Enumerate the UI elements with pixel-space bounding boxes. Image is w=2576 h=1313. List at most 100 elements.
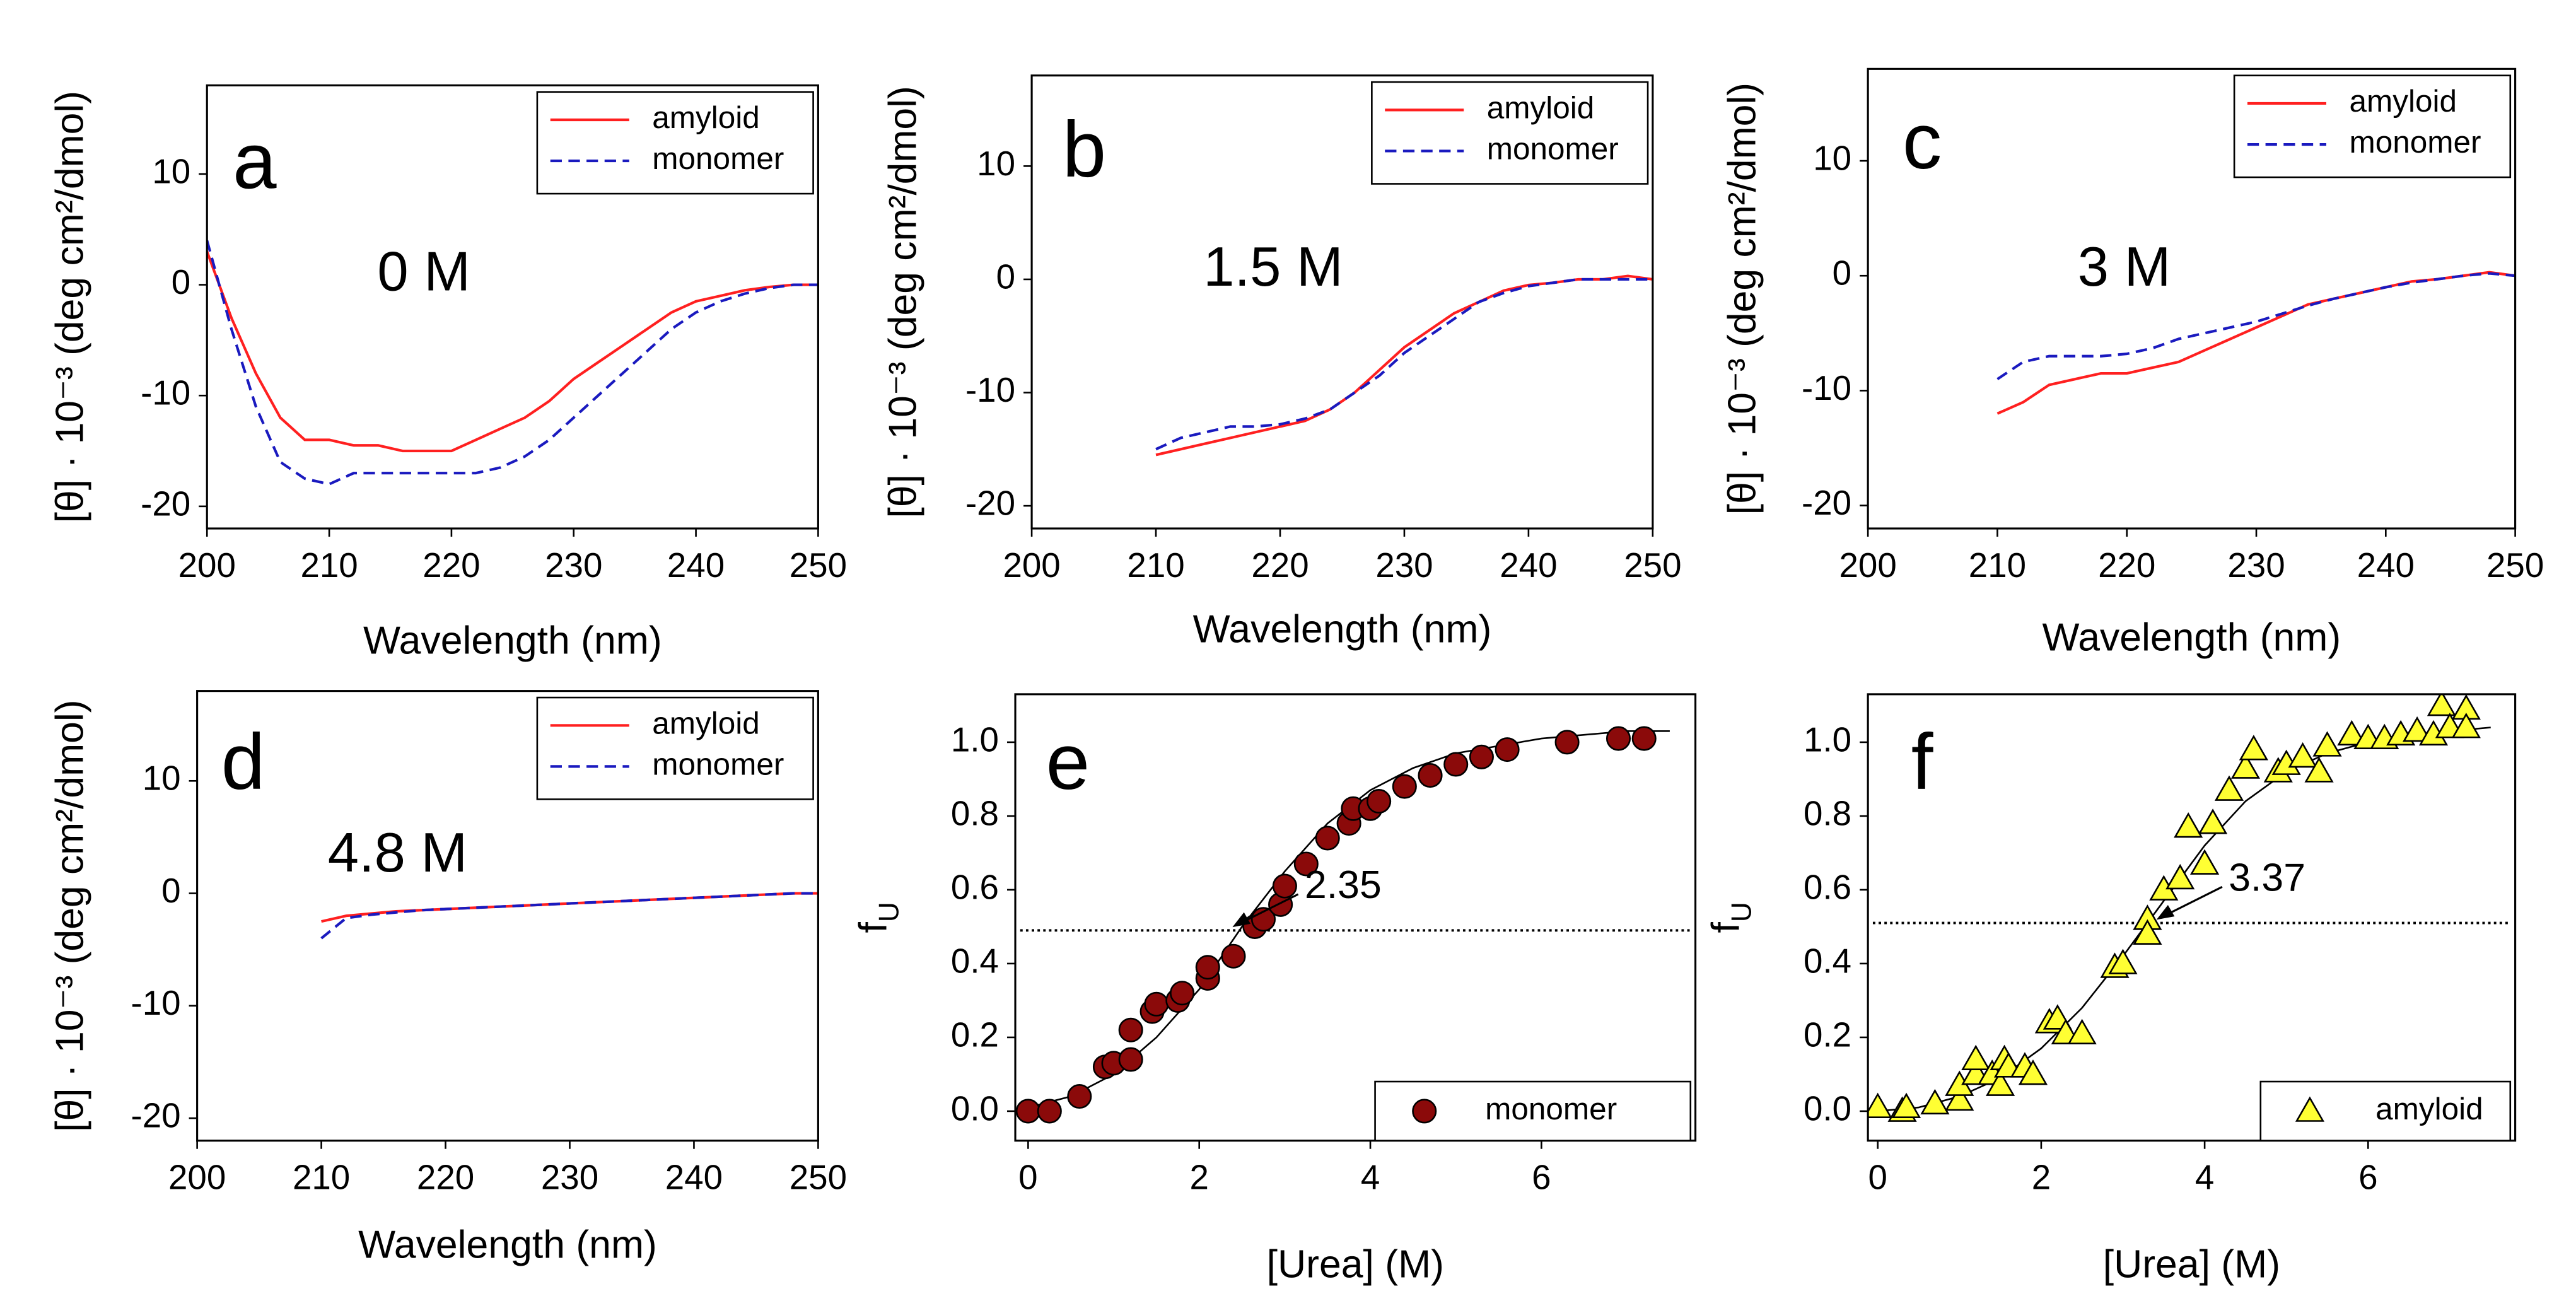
series-line <box>320 892 819 940</box>
plot-area <box>320 892 819 940</box>
y-axis-label: [θ] · 10⁻³ (deg cm²/dmol) <box>47 699 91 1131</box>
y-axis-label-sub: U <box>874 902 905 922</box>
x-tick-label: 250 <box>1624 546 1681 585</box>
legend-swatch <box>1412 1099 1437 1124</box>
series-line <box>1996 271 2515 415</box>
legend-label: amyloid <box>1487 90 1595 125</box>
point <box>2312 731 2342 757</box>
point <box>1606 726 1631 751</box>
series-line <box>207 240 819 486</box>
x-tick-label: 200 <box>1003 546 1060 585</box>
y-tick-label: -20 <box>141 484 190 523</box>
point <box>1868 1092 1892 1119</box>
series-line <box>1155 277 1653 451</box>
y-tick-label: -10 <box>1802 368 1851 407</box>
point <box>2198 808 2228 834</box>
x-tick-label: 250 <box>790 1158 847 1197</box>
point <box>1118 1017 1143 1042</box>
arrow-head <box>1232 912 1251 928</box>
panel-letter: f <box>1911 718 1933 806</box>
x-tick-label: 220 <box>417 1158 474 1197</box>
y-axis-label-main: [θ] · 10⁻³ (deg cm²/dmol) <box>47 699 91 1131</box>
y-axis-label: fU <box>851 902 905 933</box>
y-tick-label: 0.2 <box>951 1015 999 1054</box>
point <box>1272 873 1297 899</box>
legend-box <box>1371 81 1649 185</box>
y-axis-label-main: f <box>851 921 895 933</box>
legend-swatch <box>2295 1096 2325 1122</box>
y-tick-label: 0 <box>1833 254 1851 293</box>
y-tick-label: 0.0 <box>1804 1088 1851 1128</box>
point <box>2451 713 2481 738</box>
point <box>1221 943 1246 969</box>
y-tick-label: 0.2 <box>1804 1015 1851 1054</box>
legend-label: monomer <box>652 141 784 176</box>
panel-letter: e <box>1046 718 1090 806</box>
point <box>1195 955 1220 980</box>
point <box>2165 863 2195 890</box>
point <box>1554 730 1580 755</box>
point <box>2288 742 2317 768</box>
y-tick-label: 0.8 <box>951 793 999 832</box>
plot-area <box>207 240 819 486</box>
y-axis-label: [θ] · 10⁻³ (deg cm²/dmol) <box>47 91 91 523</box>
point <box>1037 1099 1062 1124</box>
x-tick-label: 2 <box>1190 1158 1209 1197</box>
x-tick-label: 6 <box>2358 1158 2377 1197</box>
series-line <box>207 251 819 453</box>
point <box>1443 752 1469 777</box>
midpoint-label: 3.37 <box>2229 855 2305 899</box>
y-tick-label: 0 <box>161 871 180 910</box>
x-tick-label: 0 <box>1868 1158 1887 1197</box>
x-tick-label: 240 <box>667 546 725 585</box>
point <box>1961 1044 1991 1070</box>
x-tick-label: 220 <box>423 546 480 585</box>
x-axis-label: Wavelength (nm) <box>358 1222 657 1266</box>
x-tick-label: 4 <box>2195 1158 2214 1197</box>
x-axis-label: [Urea] (M) <box>1267 1242 1444 1287</box>
point <box>1495 737 1520 762</box>
x-tick-label: 200 <box>1839 546 1897 585</box>
panel: 200 210 220 230 240 250 -20 -10 0 10 Wavelength (n… <box>47 84 847 663</box>
point <box>1315 826 1340 851</box>
plot-frame <box>1030 74 1654 530</box>
y-tick-label: -20 <box>1802 483 1851 522</box>
arrow-head <box>2156 904 2175 920</box>
point <box>2190 849 2220 875</box>
panel: 0 2 4 60.00.20.40.60.81.0[Urea] (M)fUe2.35m… <box>851 693 1697 1287</box>
legend-box <box>2259 1080 2512 1142</box>
y-tick-label: 10 <box>977 144 1015 183</box>
y-axis-label-sub: U <box>1727 902 1757 922</box>
legend: monomer <box>1374 1080 1692 1142</box>
x-tick-label: 240 <box>1500 546 1557 585</box>
condition-label: 3 M <box>2078 235 2171 298</box>
panel: 0 2 4 60.00.20.40.60.81.0[Urea] (M)fUf3.37a… <box>1703 693 2517 1287</box>
legend-label: amyloid <box>2375 1092 2483 1126</box>
y-axis-label-main: f <box>1703 921 1747 933</box>
panel-letter: d <box>221 718 265 806</box>
point <box>1418 763 1443 788</box>
point <box>2133 919 2162 945</box>
x-tick-label: 220 <box>2098 546 2155 585</box>
panel-letter: b <box>1063 106 1107 194</box>
panel: 200 210 220 230 240 250 -20 -10 0 10 Wavelength (n… <box>1720 67 2544 659</box>
x-tick-label: 6 <box>1532 1158 1551 1197</box>
legend: amyloid monomer <box>536 696 814 800</box>
point <box>1920 1088 1950 1115</box>
x-tick-label: 240 <box>2357 546 2415 585</box>
x-tick-label: 230 <box>2227 546 2285 585</box>
legend-box <box>536 696 814 800</box>
legend: amyloid monomer <box>2233 74 2512 178</box>
point <box>1469 744 1494 769</box>
point <box>1118 1047 1143 1072</box>
panel: 200 210 220 230 240 250 -20 -10 0 10 Wavelength (n… <box>880 74 1681 651</box>
y-tick-label: 0 <box>996 257 1015 296</box>
plot-area <box>1868 694 2510 1122</box>
legend-label: monomer <box>2349 125 2481 160</box>
panel-letter: c <box>1903 98 1942 185</box>
x-axis-label: Wavelength (nm) <box>1193 607 1492 651</box>
point <box>1067 1084 1092 1109</box>
legend-label: amyloid <box>2349 84 2457 119</box>
